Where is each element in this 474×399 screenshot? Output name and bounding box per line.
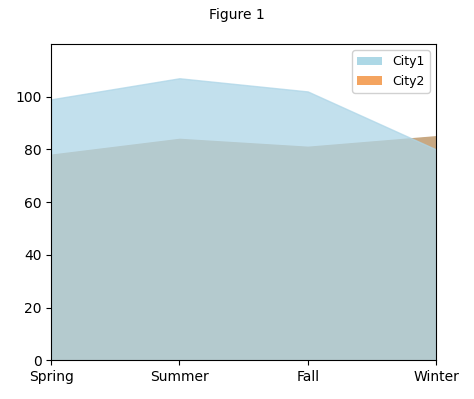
Legend: City1, City2: City1, City2 bbox=[353, 50, 430, 93]
Text: Figure 1: Figure 1 bbox=[209, 8, 265, 22]
